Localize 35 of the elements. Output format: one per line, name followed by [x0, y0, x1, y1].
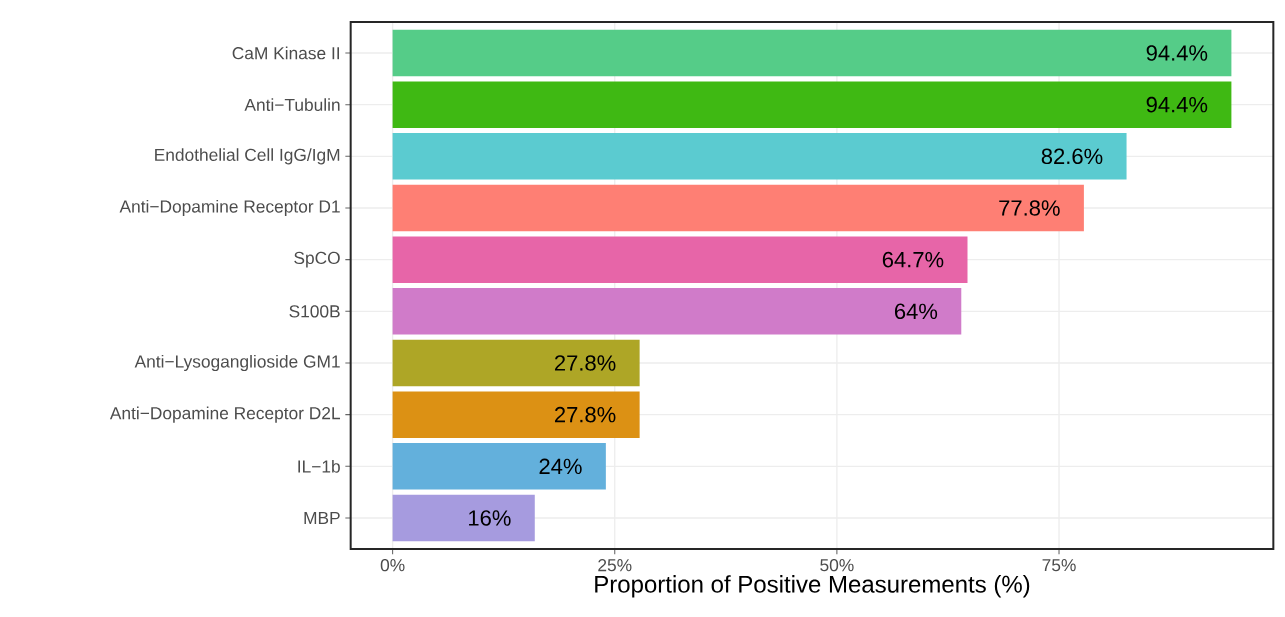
x-tick-label: 50% [820, 559, 854, 572]
y-tick-label: IL−1b [298, 459, 340, 473]
data-label: 24% [539, 458, 582, 475]
bar [392, 81, 1232, 128]
x-tick-label: 25% [598, 559, 632, 572]
y-tick-label: S100B [289, 305, 340, 318]
x-tick-label: 0% [380, 559, 405, 572]
y-tick-label: Anti−Lysoganglioside GM1 [134, 354, 340, 372]
bar [392, 391, 640, 438]
data-label: 94.4% [1146, 45, 1208, 61]
bar [392, 236, 968, 283]
bar [392, 29, 1232, 77]
data-label: 16% [469, 510, 511, 526]
bar [392, 443, 606, 490]
y-tick-label: Anti−Tubulin [244, 98, 340, 112]
y-tick-label: SpCO [294, 251, 340, 268]
x-tick-label: 75% [1042, 559, 1076, 572]
y-tick-label: Anti−Dopamine Receptor D2L [109, 406, 341, 423]
x-axis-title: Proportion of Positive Measurements (%) [595, 575, 1030, 598]
bar [392, 184, 1084, 232]
bar [392, 133, 1127, 180]
bar [392, 494, 535, 542]
y-tick-label: Endothelial Cell IgG/IgM [155, 148, 340, 165]
bar [392, 288, 962, 335]
data-label: 64.7% [882, 251, 944, 268]
data-label: 77.8% [999, 200, 1060, 216]
y-tick-label: MBP [304, 512, 340, 524]
bar [392, 339, 640, 387]
data-label: 82.6% [1041, 148, 1103, 165]
y-tick-label: CaM Kinase II [232, 46, 340, 60]
data-label: 94.4% [1146, 96, 1208, 113]
data-label: 64% [894, 303, 938, 320]
y-tick-label: Anti−Dopamine Receptor D1 [119, 199, 340, 217]
data-label: 27.8% [554, 355, 616, 371]
data-label: 27.8% [554, 406, 616, 423]
